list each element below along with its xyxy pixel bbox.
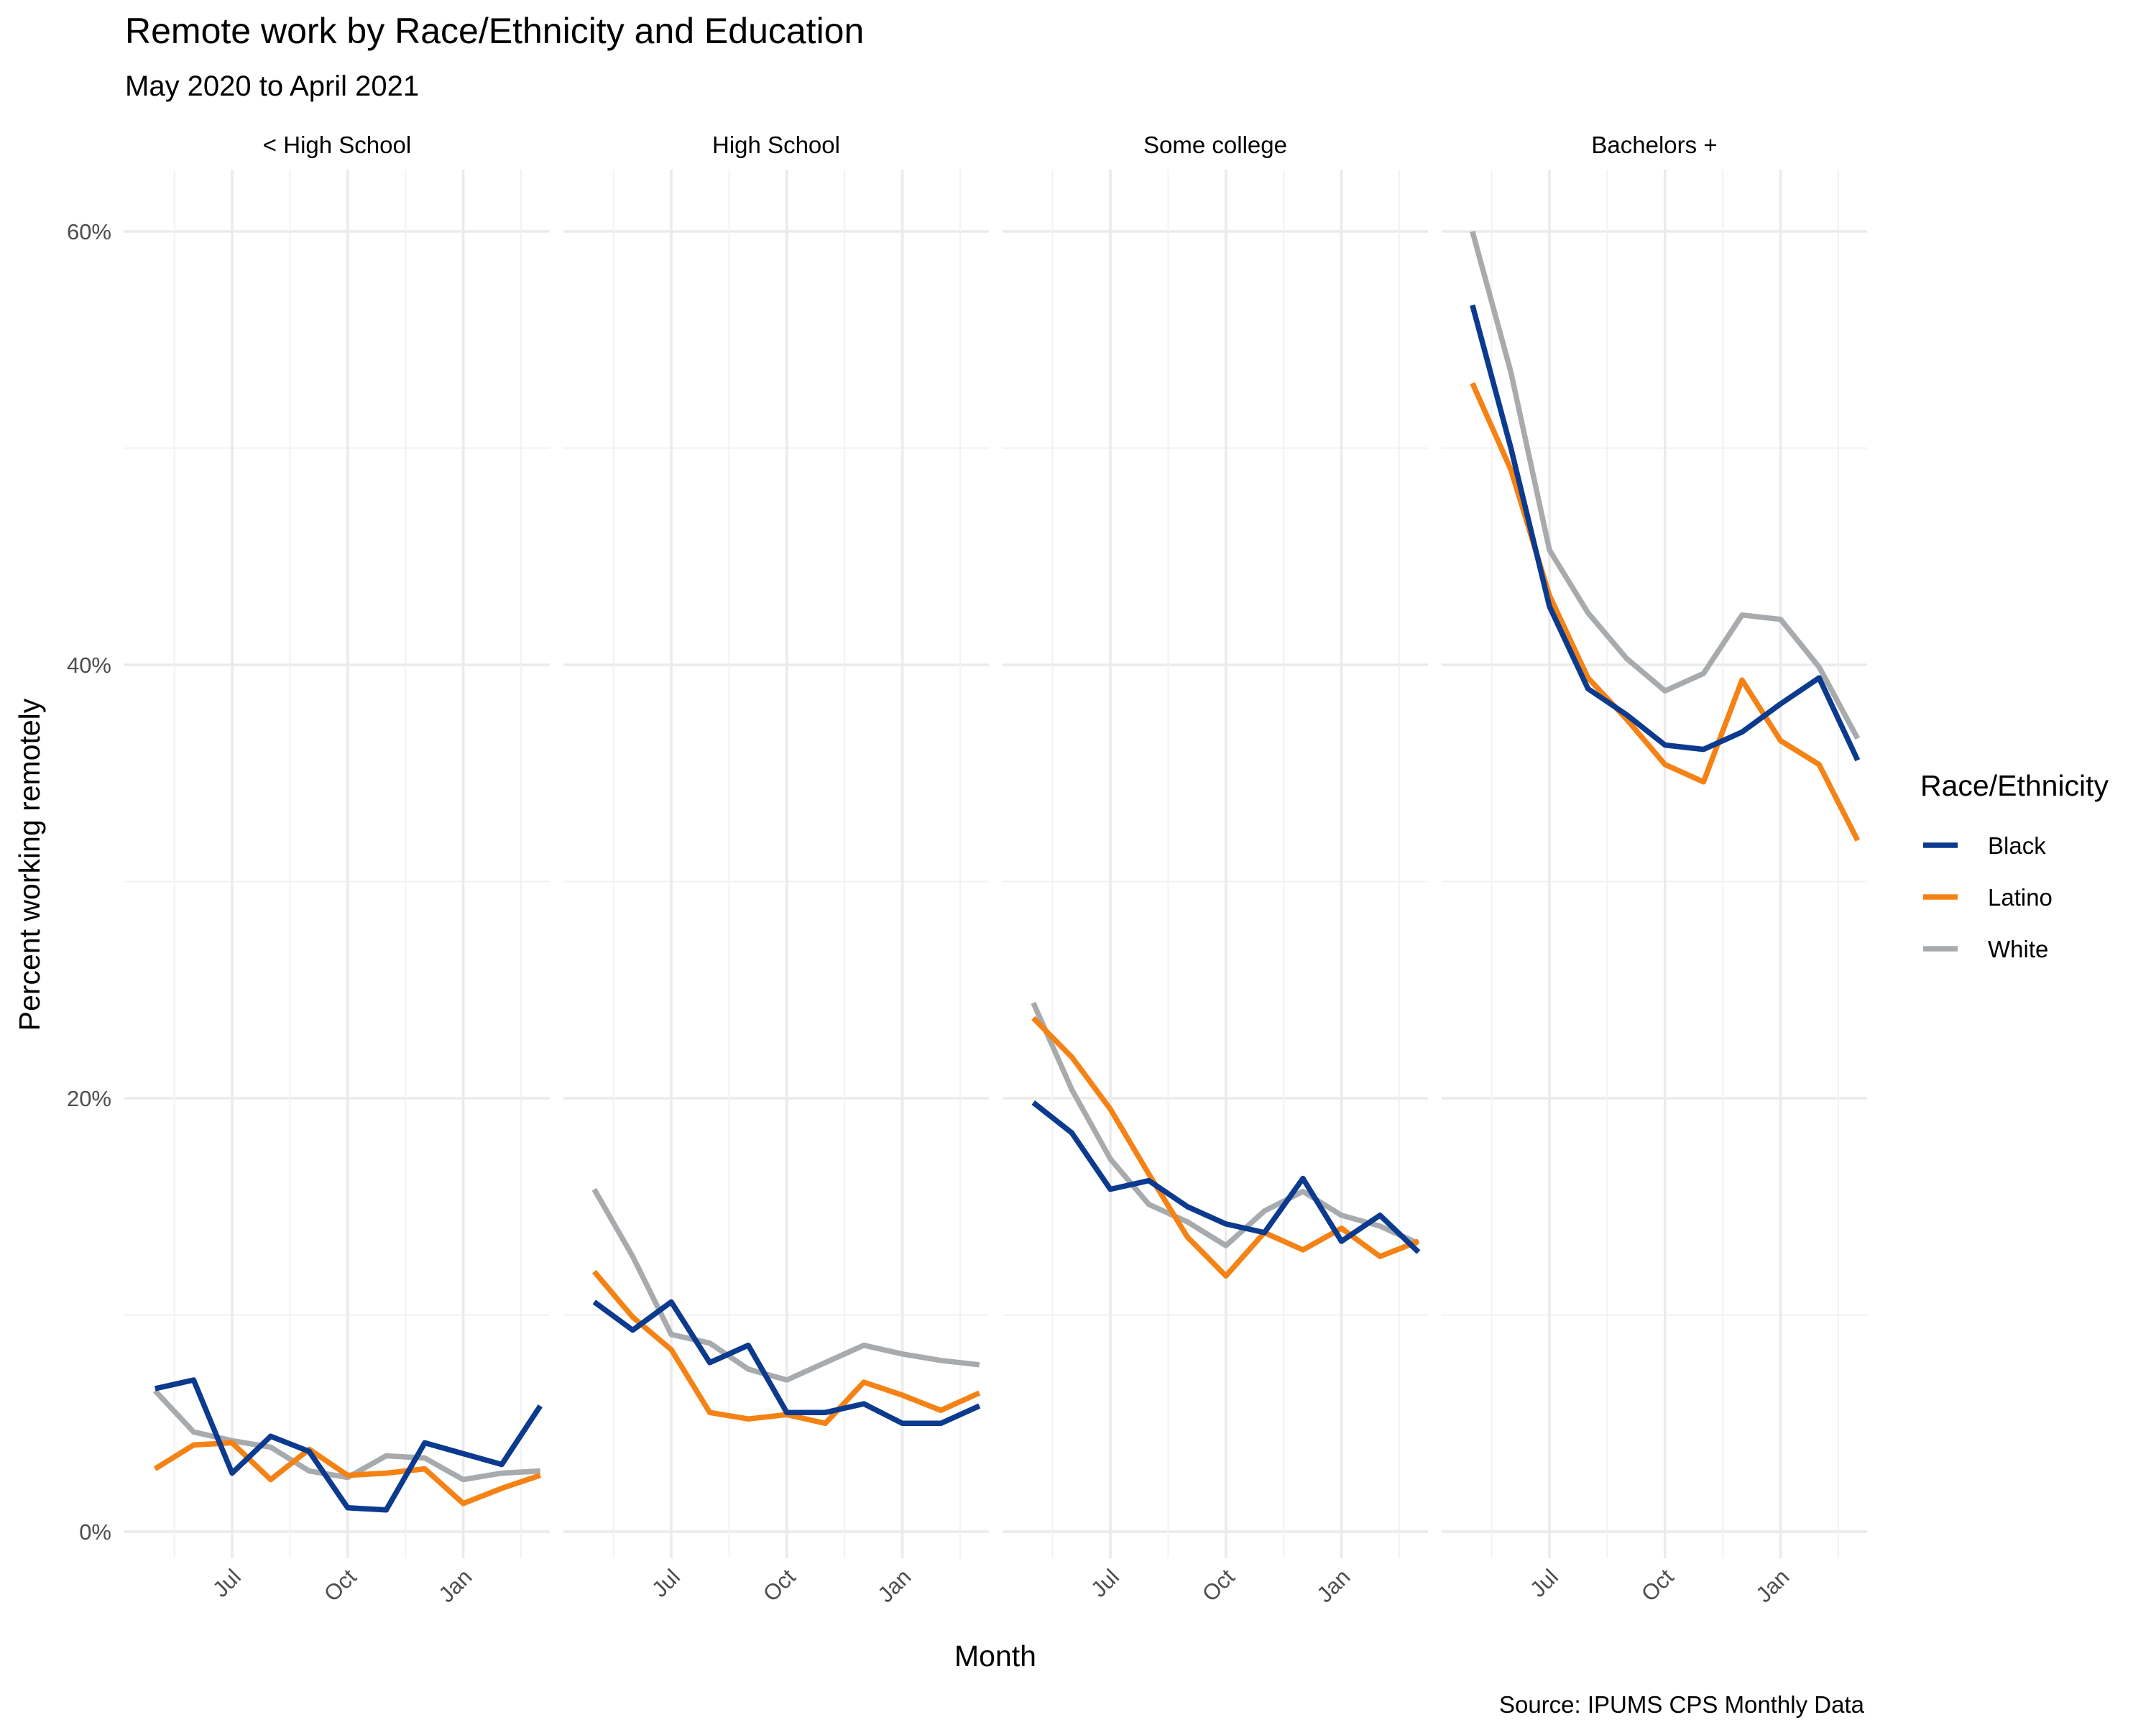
y-tick-label: 60% (67, 219, 111, 244)
x-tick-label: Jan (433, 1564, 476, 1607)
x-tick-label: Oct (319, 1564, 361, 1606)
x-tick-label: Jul (647, 1564, 685, 1602)
facet-panel: < High School Jul Oct Jan (124, 132, 550, 1607)
y-axis-title: Percent working remotely (13, 698, 46, 1031)
x-axis-title: Month (954, 1639, 1036, 1673)
chart-title: Remote work by Race/Ethnicity and Educat… (125, 11, 864, 51)
chart-subtitle: May 2020 to April 2021 (125, 70, 419, 102)
caption: Source: IPUMS CPS Monthly Data (1499, 1691, 1865, 1718)
series-line-latino (1031, 1016, 1420, 1279)
x-tick-label: Oct (1197, 1564, 1240, 1606)
series-line-black (1031, 1100, 1421, 1254)
x-tick-label: Jul (208, 1564, 246, 1602)
y-tick-label: 0% (79, 1519, 111, 1545)
legend-label-black: Black (1988, 832, 2046, 859)
facet-strip-label: Bachelors + (1591, 132, 1717, 158)
y-tick-label: 20% (67, 1086, 111, 1111)
x-tick-label: Oct (1636, 1564, 1679, 1606)
facet-strip-label: High School (712, 132, 840, 158)
x-tick-label: Jul (1086, 1564, 1124, 1602)
facet-panels: < High School Jul Oct Jan High School Jul Oct J… (124, 132, 1867, 1607)
series-line-black (1470, 304, 1861, 762)
legend: Race/Ethnicity Black Latino White (1920, 769, 2109, 962)
series-line-white (1031, 1001, 1420, 1248)
y-axis: 0% 20% 40% 60% (67, 219, 111, 1545)
x-tick-label: Oct (758, 1564, 801, 1606)
legend-title: Race/Ethnicity (1920, 769, 2109, 802)
facet-strip-label: Some college (1143, 132, 1287, 158)
legend-label-white: White (1988, 936, 2048, 962)
facet-strip-label: < High School (263, 132, 411, 158)
x-tick-label: Jan (1312, 1564, 1355, 1607)
x-tick-label: Jan (872, 1564, 916, 1607)
y-tick-label: 40% (67, 653, 111, 678)
facet-panel: High School Jul Oct Jan (563, 132, 989, 1607)
facet-panel: Some college Jul Oct Jan (1003, 132, 1428, 1607)
series-line-black (592, 1299, 981, 1427)
legend-label-latino: Latino (1988, 884, 2053, 911)
facet-panel: Bachelors + Jul Oct Jan (1442, 132, 1867, 1607)
series-line-white (1470, 231, 1861, 740)
series-line-black (154, 1377, 543, 1513)
x-tick-label: Jul (1525, 1564, 1563, 1602)
x-tick-label: Jan (1751, 1564, 1794, 1607)
